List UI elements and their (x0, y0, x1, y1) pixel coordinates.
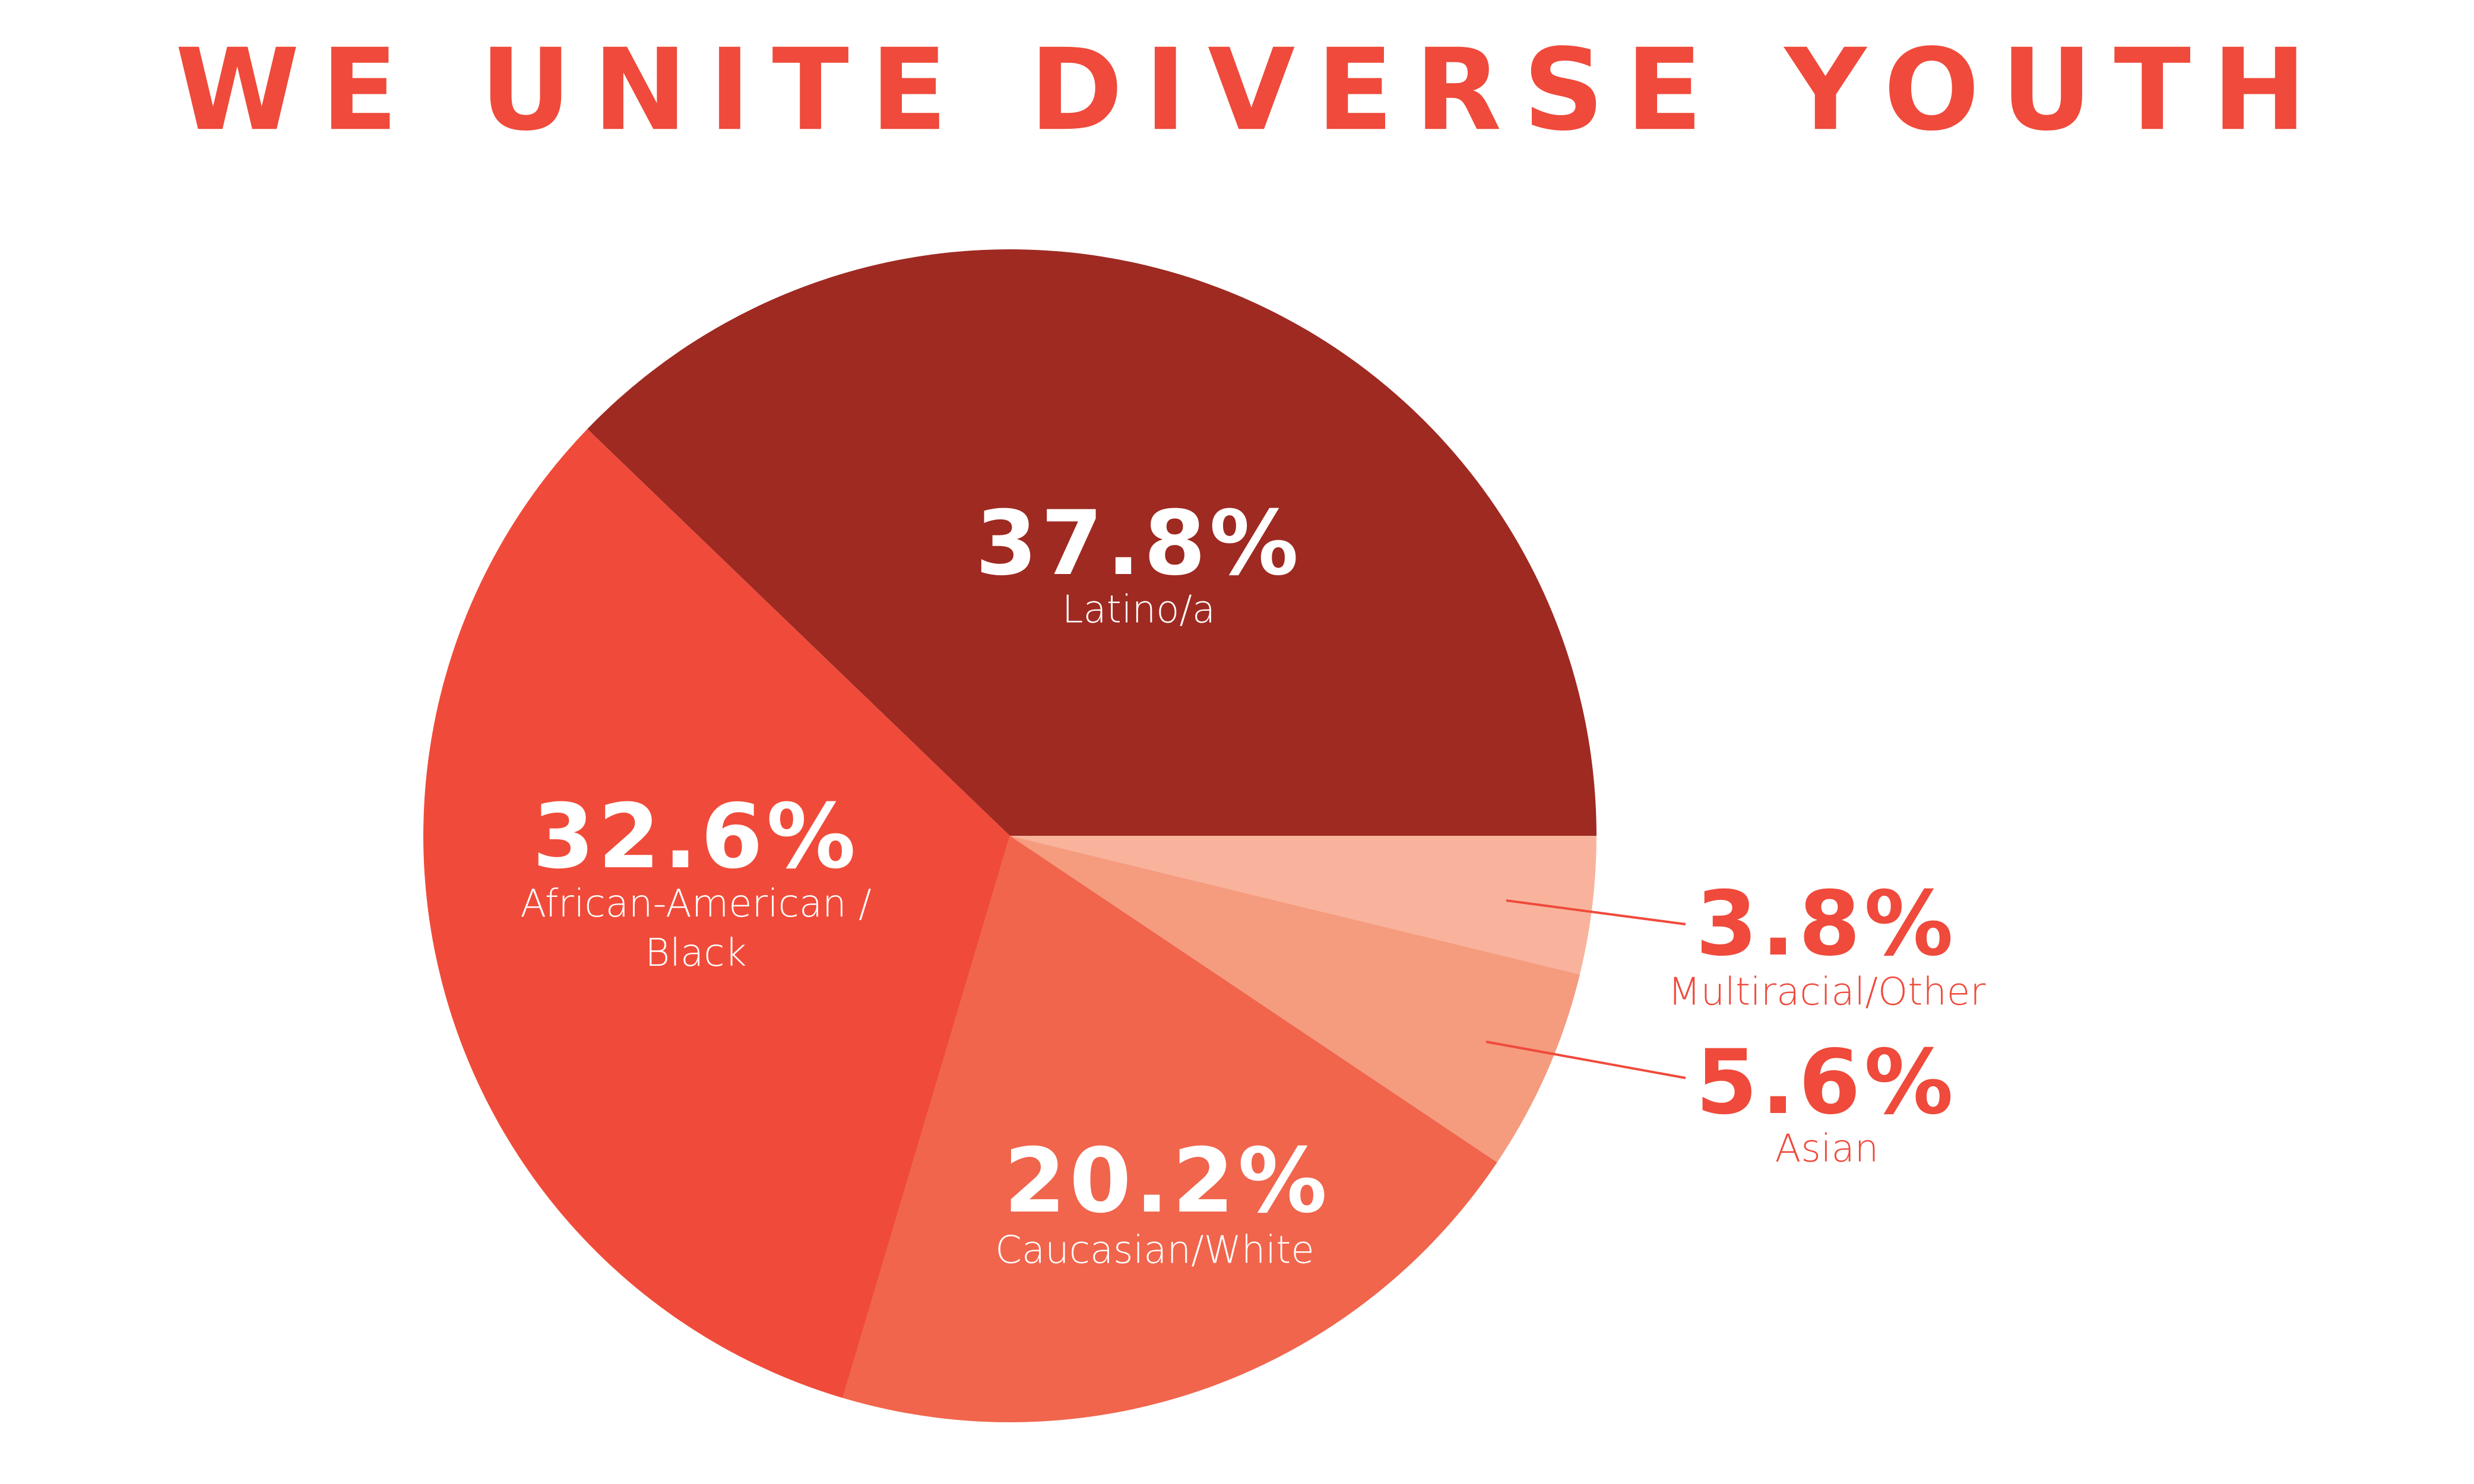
value-label: 32.6% (532, 785, 860, 889)
pie-slice (1010, 836, 1596, 975)
pie-slice (587, 249, 1596, 836)
category-label: Multiracial/Other (1668, 970, 1986, 1014)
pie-slice (842, 836, 1497, 1422)
leader-line (1506, 899, 1686, 925)
value-label: 5.6% (1695, 1031, 1957, 1134)
category-label: Latino/a (1062, 588, 1216, 632)
chart-title: WE UNITE DIVERSE YOUTH (175, 24, 2307, 156)
value-label: 3.8% (1695, 873, 1957, 976)
value-label: 37.8% (975, 492, 1303, 595)
pie-slice (423, 429, 1010, 1399)
category-label: Asian (1775, 1127, 1879, 1171)
pie-slice (1010, 836, 1580, 1163)
value-label: 20.2% (1003, 1130, 1331, 1233)
category-label: African-American / Black (520, 881, 872, 975)
category-label: Caucasian/White (995, 1228, 1314, 1273)
leader-line (1485, 1041, 1686, 1079)
